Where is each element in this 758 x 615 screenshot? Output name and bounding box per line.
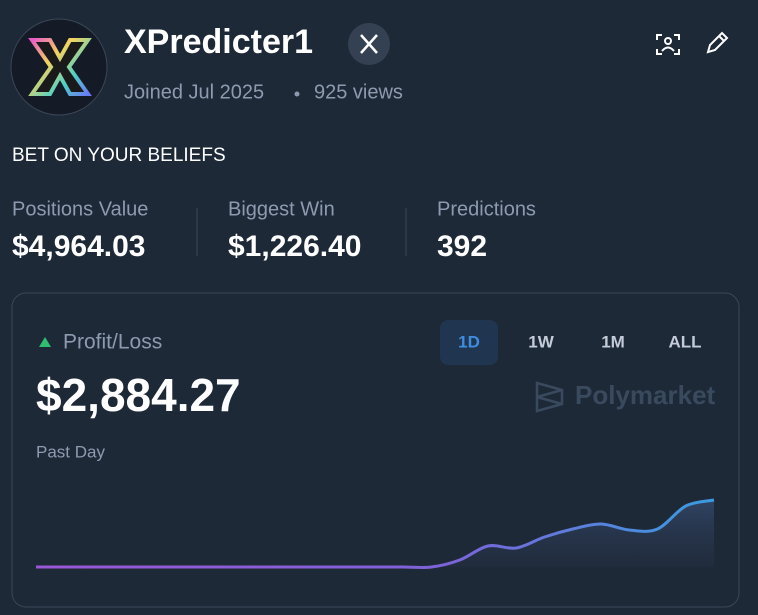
- area-fill: [36, 500, 714, 568]
- period-tab[interactable]: ALL: [668, 332, 701, 351]
- tab-label: 1M: [601, 332, 625, 351]
- pnl-line: [36, 498, 715, 570]
- tab-label: ALL: [668, 332, 701, 351]
- edit-button[interactable]: [706, 31, 729, 54]
- stat-value: $1,226.40: [228, 230, 361, 263]
- period-tab[interactable]: 1W: [528, 332, 554, 351]
- pnl-card: [11, 292, 740, 608]
- stat-value: $4,964.03: [12, 230, 145, 263]
- tab-label: 1D: [458, 332, 480, 351]
- period-tab[interactable]: 1M: [601, 332, 625, 351]
- stat-label: Biggest Win: [228, 198, 335, 220]
- separator: [294, 91, 300, 97]
- x-link[interactable]: [348, 23, 390, 65]
- username: XPredicter1: [124, 23, 313, 61]
- stat-label: Positions Value: [12, 198, 148, 220]
- pnl-value: $2,884.27: [36, 369, 241, 421]
- joined-date: Joined Jul 2025: [124, 81, 264, 103]
- stat-label: Predictions: [437, 198, 536, 220]
- scan-button[interactable]: [656, 34, 680, 55]
- tab-label: 1W: [528, 332, 554, 351]
- stat-value: 392: [437, 230, 487, 263]
- up-indicator: [39, 337, 51, 347]
- pnl-label: Profit/Loss: [63, 331, 162, 354]
- brand-name: Polymarket: [575, 380, 716, 410]
- tab-highlight: [440, 320, 498, 365]
- bio: BET ON YOUR BELIEFS: [12, 145, 226, 166]
- avatar[interactable]: [10, 18, 108, 116]
- period-tab[interactable]: 1D: [440, 320, 498, 365]
- view-count: 925 views: [314, 81, 403, 103]
- pnl-period: Past Day: [36, 442, 105, 461]
- brand-logo: [535, 381, 564, 413]
